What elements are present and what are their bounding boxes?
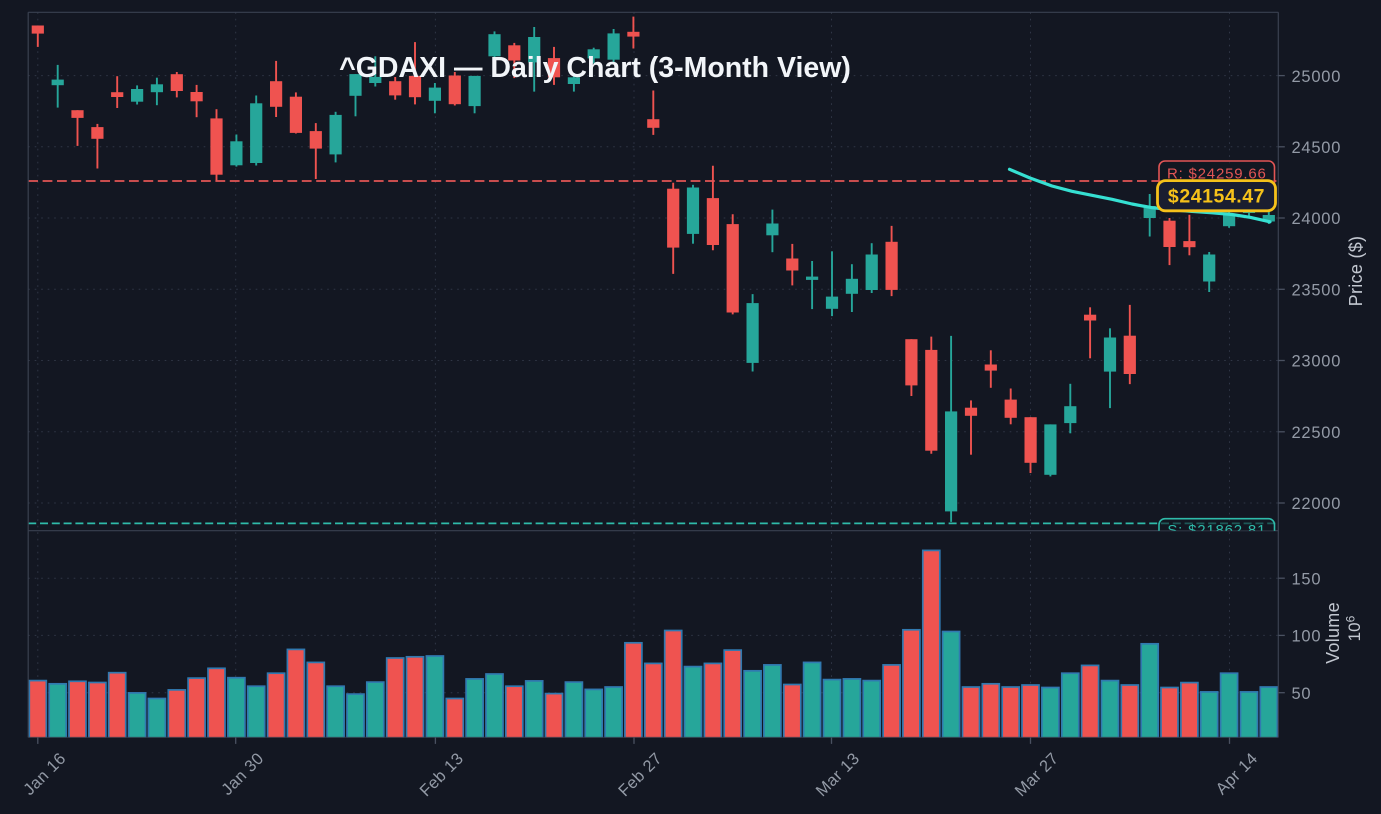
svg-text:R: $24259.66: R: $24259.66 <box>1167 165 1267 182</box>
svg-text:24000: 24000 <box>1292 210 1342 228</box>
svg-text:Volume: Volume <box>1323 602 1343 664</box>
svg-text:$24154.47: $24154.47 <box>1168 186 1265 208</box>
svg-text:Price ($): Price ($) <box>1346 236 1366 307</box>
svg-text:100: 100 <box>1292 628 1322 646</box>
svg-text:50: 50 <box>1292 685 1312 703</box>
svg-text:25000: 25000 <box>1292 68 1342 86</box>
svg-text:24500: 24500 <box>1292 139 1342 157</box>
svg-text:S: $21862.81: S: $21862.81 <box>1167 522 1266 539</box>
svg-text:22000: 22000 <box>1292 495 1342 513</box>
svg-text:23000: 23000 <box>1292 353 1342 371</box>
svg-text:^GDAXI — Daily Chart (3-Month: ^GDAXI — Daily Chart (3-Month View) <box>339 52 851 84</box>
svg-text:22500: 22500 <box>1292 424 1342 442</box>
svg-text:23500: 23500 <box>1292 282 1342 300</box>
svg-text:150: 150 <box>1292 570 1322 588</box>
